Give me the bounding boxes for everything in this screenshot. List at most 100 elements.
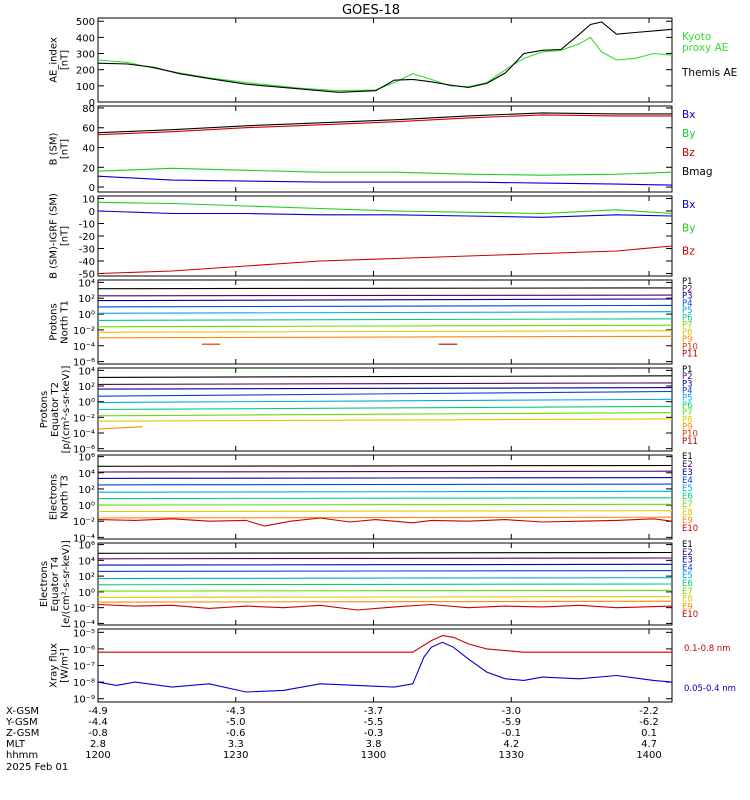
y-axis-label: Xray flux bbox=[49, 643, 60, 688]
series-line-e2 bbox=[98, 557, 672, 560]
legend-entry: E8 bbox=[682, 508, 693, 518]
x-axis-value: 2.8 bbox=[90, 739, 106, 750]
series-line-p9 bbox=[98, 426, 143, 430]
panel-frame bbox=[97, 195, 673, 277]
series-group bbox=[98, 551, 672, 611]
x-axis-value: -2.2 bbox=[639, 706, 659, 717]
y-tick-label: 10² bbox=[78, 382, 95, 393]
series-group bbox=[98, 287, 672, 345]
legend-entry: P1 bbox=[682, 277, 693, 287]
series-line-p8 bbox=[98, 418, 672, 422]
y-axis-label: Protons bbox=[39, 391, 50, 428]
series-group bbox=[98, 112, 672, 186]
legend-entry: Bz bbox=[682, 147, 695, 159]
legend-entry: E5 bbox=[682, 571, 693, 581]
y-tick-label: 300 bbox=[76, 50, 95, 61]
x-axis-value: -0.6 bbox=[226, 728, 246, 739]
legend-entry: Bz bbox=[682, 246, 695, 258]
series-line-p3 bbox=[98, 298, 672, 302]
y-axis-label: B (SM)-IGRF (SM) bbox=[49, 193, 60, 279]
series-line-e4 bbox=[98, 483, 672, 486]
x-axis-value: -5.5 bbox=[364, 717, 384, 728]
legend-entry: E4 bbox=[682, 563, 693, 573]
series-line-0-1-0-8-nm bbox=[98, 635, 672, 653]
y-tick-label: 10⁴ bbox=[78, 366, 95, 377]
series-line-e6 bbox=[98, 583, 672, 586]
y-tick-label: 10⁴ bbox=[78, 278, 95, 289]
legend-entry: P4 bbox=[682, 299, 693, 309]
series-line-p5 bbox=[98, 311, 672, 314]
legend-entry: P11 bbox=[682, 437, 698, 447]
series-line-p1 bbox=[98, 375, 672, 378]
series-line-e3 bbox=[98, 563, 672, 566]
y-tick-label: 10⁰ bbox=[78, 398, 95, 409]
legend-entry: P6 bbox=[682, 401, 693, 411]
legend-entry: E9 bbox=[682, 602, 693, 612]
series-line-e8 bbox=[98, 510, 672, 513]
panel-frame bbox=[97, 17, 673, 103]
legend-entry: By bbox=[682, 222, 695, 234]
series-group bbox=[98, 375, 672, 430]
y-tick-label: 10⁻⁹ bbox=[73, 695, 95, 706]
y-axis-label: Equator T4 bbox=[50, 557, 61, 612]
y-tick-label: 10⁻² bbox=[73, 517, 95, 528]
x-axis-value: 1200 bbox=[85, 750, 110, 761]
y-axis-label: [nT] bbox=[60, 139, 71, 159]
series-line-e5 bbox=[98, 490, 672, 493]
series-line-e10 bbox=[98, 517, 672, 527]
y-tick-label: 10² bbox=[78, 572, 95, 583]
y-tick-label: 10⁰ bbox=[78, 588, 95, 599]
y-tick-label: 200 bbox=[76, 66, 95, 77]
y-tick-label: 10⁶ bbox=[78, 541, 95, 552]
series-line-p5 bbox=[98, 398, 672, 404]
series-line-e4 bbox=[98, 570, 672, 572]
y-tick-label: 10⁻⁶ bbox=[73, 358, 95, 369]
y-axis-label: North T1 bbox=[60, 300, 71, 344]
legend-entry: 0.05-0.4 nm bbox=[684, 684, 736, 694]
panel-2: 0 20 40 60 80 B (SM) [nT] Bx By Bz Bmag bbox=[49, 104, 713, 194]
y-tick-label: 10⁻⁵ bbox=[73, 628, 95, 639]
legend-entry: E7 bbox=[682, 587, 693, 597]
legend-entry: Kyoto bbox=[682, 31, 711, 43]
legend-entry: E10 bbox=[682, 610, 698, 620]
panel-5: 10⁴ 10² 10⁰ 10⁻² 10⁻⁴ 10⁻⁶ Protons Equator T2 [p… bbox=[39, 365, 698, 456]
panel-frame bbox=[97, 454, 673, 540]
y-tick-label: 10⁴ bbox=[78, 469, 95, 480]
series-line-e1 bbox=[98, 551, 672, 554]
legend-entry: E3 bbox=[682, 468, 693, 478]
series-line-p3 bbox=[98, 387, 672, 390]
y-axis-label: Protons bbox=[49, 303, 60, 340]
y-tick-label: 10⁻⁷ bbox=[73, 662, 95, 673]
series-line-p7 bbox=[98, 412, 672, 417]
legend-entry: P7 bbox=[682, 321, 693, 331]
legend-entry: P9 bbox=[682, 335, 693, 345]
series-line-p6 bbox=[98, 318, 672, 321]
series-line-p2 bbox=[98, 382, 672, 385]
x-axis-value: -0.1 bbox=[502, 728, 522, 739]
series-group bbox=[98, 464, 672, 527]
y-tick-label: 10⁶ bbox=[78, 453, 95, 464]
x-axis-value: -6.2 bbox=[639, 717, 659, 728]
y-tick-label: 400 bbox=[76, 33, 95, 44]
series-group bbox=[98, 21, 672, 93]
legend-entry: Bx bbox=[682, 199, 695, 211]
series-line-e9 bbox=[98, 600, 672, 603]
y-axis-label: [W/m²] bbox=[60, 648, 71, 683]
series-line-p6 bbox=[98, 405, 672, 411]
legend-entry: E7 bbox=[682, 500, 693, 510]
series-line-bx bbox=[98, 175, 672, 186]
panel-7: 10⁶ 10⁴ 10² 10⁰ 10⁻² 10⁻⁴ Electrons Equator T4[… bbox=[39, 540, 698, 630]
y-axis-label: Electrons bbox=[49, 474, 60, 520]
series-line-0-05-0-4-nm bbox=[98, 641, 672, 693]
y-tick-label: 10⁻⁴ bbox=[73, 342, 95, 353]
y-tick-label: 10⁰ bbox=[78, 501, 95, 512]
legend-entry: E1 bbox=[682, 452, 693, 462]
legend-entry: By bbox=[682, 128, 695, 140]
y-axis-label: B (SM) bbox=[49, 132, 60, 165]
y-tick-label: -40 bbox=[79, 257, 95, 268]
legend-entry: E9 bbox=[682, 516, 693, 526]
x-axis-value: 3.3 bbox=[228, 739, 244, 750]
series-line-e9 bbox=[98, 516, 672, 519]
